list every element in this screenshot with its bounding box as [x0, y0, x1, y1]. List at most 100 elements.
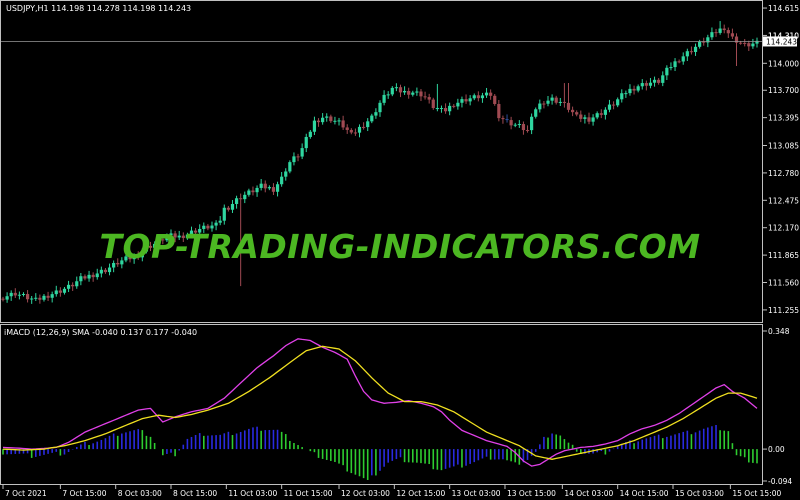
candle-body — [509, 120, 513, 126]
price-tick-label: 113.395 — [768, 114, 799, 123]
candle-body — [513, 124, 517, 126]
candle-body — [284, 171, 288, 177]
time-axis: 7 Oct 2021 7 Oct 15:00 8 Oct 03:00 8 Oct 15… — [2, 485, 781, 498]
candle-body — [239, 198, 243, 200]
candle-body — [218, 220, 222, 223]
candle-body — [353, 132, 358, 134]
candle-body — [124, 256, 128, 261]
candle-body — [710, 32, 714, 38]
candle-body — [17, 294, 21, 296]
candle-body — [153, 243, 157, 248]
price-tick-label: 111.865 — [768, 251, 799, 260]
time-tick-label: 11 Oct 15:00 — [284, 489, 333, 498]
candle-body — [341, 120, 345, 128]
candle-body — [378, 102, 382, 113]
candle-body — [366, 121, 370, 128]
candle-body — [58, 290, 62, 293]
candle-body — [427, 97, 431, 100]
macd-tick-label: -0.094 — [768, 477, 792, 486]
candle-body — [669, 67, 673, 69]
candle-body — [185, 234, 190, 239]
time-tick-label: 11 Oct 03:00 — [228, 489, 277, 498]
candle-body — [329, 116, 333, 122]
candle-body — [501, 118, 505, 120]
candle-body — [570, 109, 575, 113]
candle-body — [251, 190, 255, 193]
time-tick-label: 8 Oct 15:00 — [173, 489, 217, 498]
candle-body — [181, 235, 185, 239]
candle-body — [386, 94, 390, 96]
candle-body — [714, 32, 718, 34]
candle-body — [66, 284, 71, 289]
candle-body — [472, 95, 476, 99]
price-tick-label: 111.560 — [768, 279, 799, 288]
time-tick-label: 7 Oct 2021 — [5, 489, 47, 498]
candle-body — [259, 183, 263, 188]
candle-body — [517, 124, 521, 126]
candle-body — [370, 115, 374, 122]
candle-body — [304, 136, 308, 149]
candle-body — [5, 296, 9, 300]
candle-body — [116, 262, 120, 265]
candle-body — [460, 99, 464, 103]
candle-body — [726, 30, 730, 34]
candle-body — [1, 298, 5, 300]
candle-body — [202, 225, 206, 229]
candle-body — [722, 28, 726, 31]
price-tick-label: 112.475 — [768, 196, 799, 205]
candle-body — [624, 93, 628, 95]
candle-body — [657, 79, 661, 83]
candle-body — [587, 117, 591, 122]
candle-body — [390, 87, 394, 95]
candle-body — [603, 109, 607, 115]
candle-body — [579, 114, 583, 119]
candle-body — [144, 245, 149, 252]
candle-body — [734, 36, 739, 43]
candle-body — [234, 198, 239, 204]
candle-body — [75, 281, 79, 287]
candle-body — [550, 97, 554, 101]
candle-body — [46, 295, 50, 298]
price-tick-label: 112.780 — [768, 169, 799, 178]
candle-body — [374, 112, 378, 116]
candle-body — [677, 61, 681, 63]
candle-body — [25, 294, 30, 300]
candle-body — [394, 87, 398, 89]
candle-body — [136, 255, 140, 258]
candle-body — [308, 131, 312, 137]
candle-body — [38, 297, 42, 300]
candle-body — [702, 41, 706, 43]
candle-body — [558, 101, 562, 103]
candle-body — [169, 233, 173, 236]
candle-body — [222, 207, 226, 221]
candle-body — [112, 262, 116, 268]
candle-body — [243, 194, 247, 200]
candle-body — [13, 292, 17, 296]
time-tick-label: 14 Oct 15:00 — [620, 489, 669, 498]
candle-body — [210, 225, 214, 229]
candle-body — [193, 230, 198, 233]
candle-body — [288, 162, 292, 172]
candle-body — [419, 91, 423, 97]
candle-body — [71, 284, 75, 287]
candle-body — [443, 108, 448, 112]
candle-body — [345, 127, 349, 130]
candle-body — [489, 92, 493, 96]
candle-body — [448, 105, 452, 112]
macd-pane-header: iMACD (12,26,9) SMA -0.040 0.137 0.177 -… — [4, 328, 197, 337]
candle-body — [640, 83, 644, 87]
candle-body — [747, 43, 751, 47]
price-tick-label: 114.310 — [768, 31, 799, 40]
current-price-tag-bg — [763, 36, 797, 47]
candle-body — [423, 96, 427, 98]
candle-body — [247, 190, 251, 195]
candle-body — [718, 28, 722, 33]
time-tick-label: 15 Oct 03:00 — [675, 489, 724, 498]
signal-line — [2, 345, 758, 460]
candle-body — [435, 108, 439, 110]
candle-body — [87, 274, 91, 279]
candlestick-series — [1, 21, 759, 304]
candle-body — [534, 109, 538, 117]
candle-body — [349, 129, 353, 133]
